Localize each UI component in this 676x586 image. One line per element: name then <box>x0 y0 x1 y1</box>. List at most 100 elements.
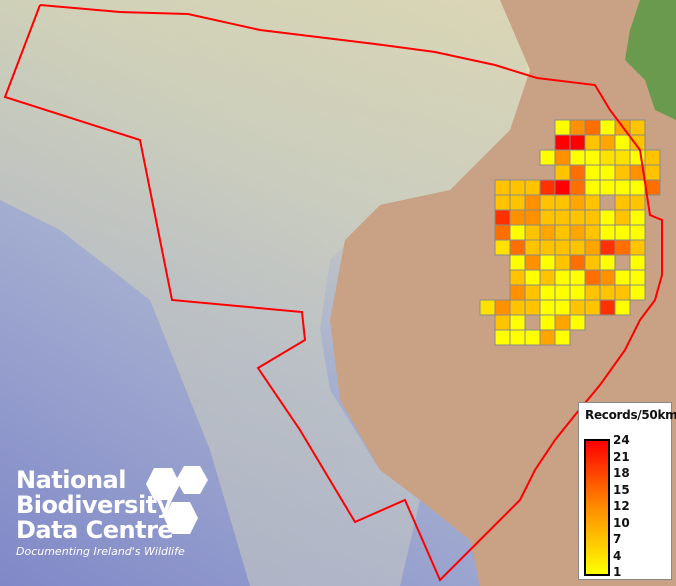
grid-cell[interactable] <box>554 254 571 271</box>
grid-cell[interactable] <box>494 239 511 256</box>
grid-cell[interactable] <box>524 224 541 241</box>
grid-cell[interactable] <box>509 239 526 256</box>
grid-cell[interactable] <box>479 299 496 316</box>
grid-cell[interactable] <box>509 224 526 241</box>
grid-cell[interactable] <box>629 254 646 271</box>
grid-cell[interactable] <box>509 299 526 316</box>
grid-cell[interactable] <box>614 299 631 316</box>
grid-cell[interactable] <box>494 209 511 226</box>
grid-cell[interactable] <box>584 149 601 166</box>
grid-cell[interactable] <box>569 269 586 286</box>
grid-cell[interactable] <box>539 194 556 211</box>
grid-cell[interactable] <box>569 224 586 241</box>
grid-cell[interactable] <box>584 269 601 286</box>
grid-cell[interactable] <box>554 119 571 136</box>
grid-cell[interactable] <box>584 119 601 136</box>
grid-cell[interactable] <box>599 299 616 316</box>
grid-cell[interactable] <box>584 164 601 181</box>
grid-cell[interactable] <box>629 119 646 136</box>
grid-cell[interactable] <box>629 269 646 286</box>
grid-cell[interactable] <box>509 329 526 346</box>
grid-cell[interactable] <box>524 194 541 211</box>
grid-cell[interactable] <box>614 239 631 256</box>
grid-cell[interactable] <box>629 179 646 196</box>
grid-cell[interactable] <box>539 284 556 301</box>
grid-cell[interactable] <box>509 284 526 301</box>
grid-cell[interactable] <box>599 164 616 181</box>
grid-cell[interactable] <box>509 179 526 196</box>
grid-cell[interactable] <box>629 224 646 241</box>
grid-cell[interactable] <box>569 119 586 136</box>
grid-cell[interactable] <box>569 299 586 316</box>
grid-cell[interactable] <box>554 209 571 226</box>
grid-cell[interactable] <box>584 299 601 316</box>
grid-cell[interactable] <box>539 269 556 286</box>
grid-cell[interactable] <box>509 314 526 331</box>
grid-cell[interactable] <box>509 194 526 211</box>
grid-cell[interactable] <box>524 299 541 316</box>
grid-cell[interactable] <box>584 194 601 211</box>
grid-cell[interactable] <box>554 239 571 256</box>
grid-cell[interactable] <box>494 314 511 331</box>
grid-cell[interactable] <box>584 134 601 151</box>
grid-cell[interactable] <box>524 209 541 226</box>
grid-cell[interactable] <box>539 209 556 226</box>
grid-cell[interactable] <box>569 179 586 196</box>
grid-cell[interactable] <box>614 164 631 181</box>
grid-cell[interactable] <box>569 254 586 271</box>
grid-cell[interactable] <box>554 134 571 151</box>
grid-cell[interactable] <box>539 239 556 256</box>
grid-cell[interactable] <box>644 149 661 166</box>
grid-cell[interactable] <box>614 209 631 226</box>
grid-cell[interactable] <box>599 149 616 166</box>
grid-cell[interactable] <box>599 254 616 271</box>
grid-cell[interactable] <box>614 179 631 196</box>
grid-cell[interactable] <box>599 209 616 226</box>
grid-cell[interactable] <box>539 224 556 241</box>
grid-cell[interactable] <box>599 269 616 286</box>
grid-cell[interactable] <box>629 209 646 226</box>
grid-cell[interactable] <box>509 254 526 271</box>
grid-cell[interactable] <box>599 179 616 196</box>
grid-cell[interactable] <box>584 179 601 196</box>
grid-cell[interactable] <box>539 254 556 271</box>
grid-cell[interactable] <box>539 329 556 346</box>
grid-cell[interactable] <box>494 194 511 211</box>
grid-cell[interactable] <box>569 239 586 256</box>
grid-cell[interactable] <box>629 239 646 256</box>
grid-cell[interactable] <box>554 299 571 316</box>
grid-cell[interactable] <box>509 269 526 286</box>
grid-cell[interactable] <box>524 329 541 346</box>
grid-cell[interactable] <box>614 224 631 241</box>
grid-cell[interactable] <box>509 209 526 226</box>
grid-cell[interactable] <box>524 284 541 301</box>
grid-cell[interactable] <box>554 269 571 286</box>
grid-cell[interactable] <box>569 149 586 166</box>
grid-cell[interactable] <box>554 224 571 241</box>
grid-cell[interactable] <box>584 209 601 226</box>
grid-cell[interactable] <box>614 134 631 151</box>
grid-cell[interactable] <box>629 194 646 211</box>
grid-cell[interactable] <box>614 269 631 286</box>
grid-cell[interactable] <box>599 119 616 136</box>
grid-cell[interactable] <box>539 179 556 196</box>
grid-cell[interactable] <box>539 314 556 331</box>
grid-cell[interactable] <box>494 179 511 196</box>
grid-cell[interactable] <box>584 254 601 271</box>
grid-cell[interactable] <box>569 134 586 151</box>
grid-cell[interactable] <box>554 149 571 166</box>
grid-cell[interactable] <box>644 164 661 181</box>
grid-cell[interactable] <box>614 149 631 166</box>
grid-cell[interactable] <box>569 194 586 211</box>
grid-cell[interactable] <box>569 314 586 331</box>
grid-cell[interactable] <box>599 239 616 256</box>
grid-cell[interactable] <box>524 269 541 286</box>
grid-cell[interactable] <box>524 254 541 271</box>
grid-cell[interactable] <box>554 314 571 331</box>
grid-cell[interactable] <box>539 149 556 166</box>
grid-cell[interactable] <box>554 164 571 181</box>
grid-cell[interactable] <box>539 299 556 316</box>
grid-cell[interactable] <box>599 134 616 151</box>
grid-cell[interactable] <box>569 209 586 226</box>
grid-cell[interactable] <box>599 284 616 301</box>
